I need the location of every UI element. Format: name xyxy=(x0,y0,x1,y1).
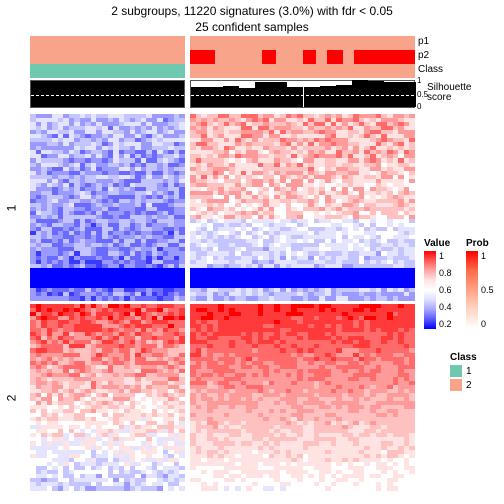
silhouette-bar xyxy=(304,87,320,107)
p2-seg xyxy=(343,50,354,64)
silhouette-panel xyxy=(190,80,415,108)
p1-right xyxy=(190,36,415,50)
label-class: Class xyxy=(418,64,443,75)
silhouette-bar xyxy=(239,88,255,107)
p2-seg xyxy=(354,50,415,64)
title-sub: 25 confident samples xyxy=(0,20,504,36)
silhouette-panel xyxy=(30,80,185,108)
silhouette-bar xyxy=(320,86,336,107)
title-main: 2 subgroups, 11220 signatures (3.0%) wit… xyxy=(0,4,504,20)
heatmap-cell xyxy=(409,296,415,301)
p2-seg xyxy=(190,50,215,64)
heatmap xyxy=(30,114,185,300)
p2-seg xyxy=(262,50,276,64)
label-score: score xyxy=(427,92,451,103)
p2-seg xyxy=(316,50,327,64)
p2-seg xyxy=(327,50,343,64)
sil-half-line xyxy=(191,95,414,96)
p2-seg xyxy=(303,50,317,64)
class-left xyxy=(30,64,185,78)
heatmap-cell xyxy=(179,486,185,491)
silhouette-bar xyxy=(191,87,207,107)
silhouette-bar xyxy=(287,87,303,107)
silhouette-bar xyxy=(207,87,223,107)
silhouette-bar xyxy=(336,85,352,107)
p1-left xyxy=(30,36,185,50)
silhouette-fill xyxy=(31,81,184,107)
heatmap xyxy=(190,304,415,490)
p2-seg xyxy=(215,50,262,64)
silhouette-bar xyxy=(223,86,239,107)
class-right xyxy=(190,64,415,78)
silhouette-bar xyxy=(352,80,368,107)
heatmap xyxy=(190,114,415,300)
p2-seg xyxy=(276,50,303,64)
heatmap xyxy=(30,304,185,490)
sil-tick-0: 0 xyxy=(417,102,421,111)
label-p2: p2 xyxy=(418,50,429,61)
p2-left xyxy=(30,50,185,64)
sil-tick-1: 1 xyxy=(417,76,421,85)
sil-half-line xyxy=(31,95,184,96)
p2-right xyxy=(190,50,415,64)
heatmap-cell xyxy=(179,296,185,301)
label-p1: p1 xyxy=(418,36,429,47)
